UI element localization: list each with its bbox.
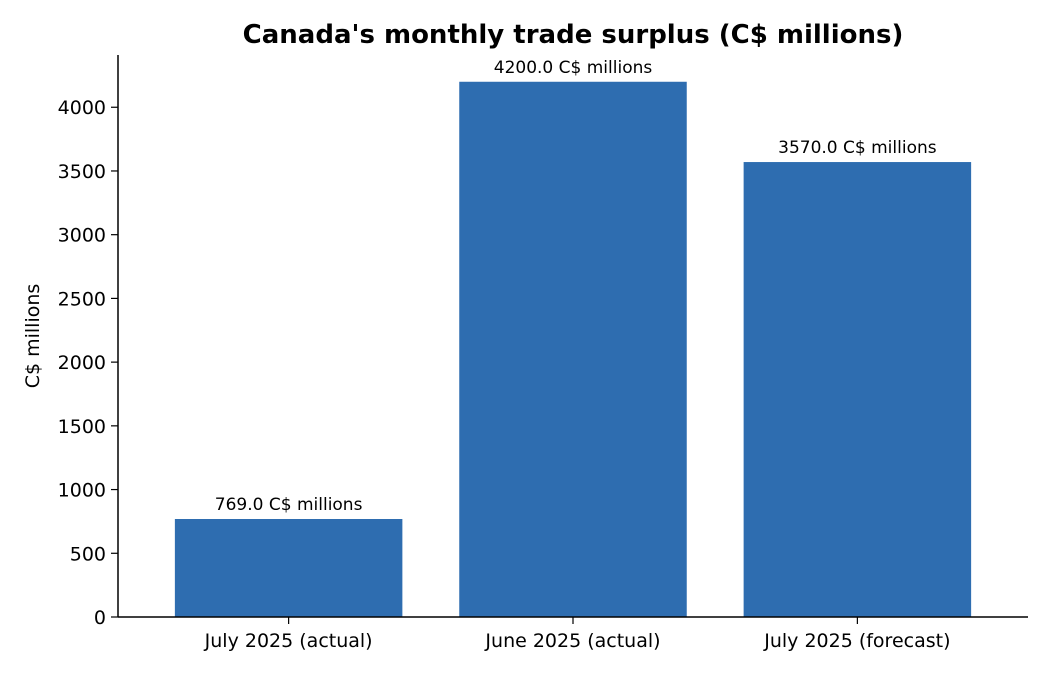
- bar: [459, 81, 687, 617]
- bar: [743, 162, 972, 618]
- y-tick-label: 500: [70, 543, 106, 565]
- y-tick-label: 0: [94, 607, 106, 629]
- y-tick-label: 3000: [58, 225, 106, 247]
- y-tick-label: 2500: [58, 288, 106, 310]
- bar-data-label: 3570.0 C$ millions: [778, 138, 937, 158]
- bar: [174, 519, 403, 617]
- y-tick-label: 2000: [58, 352, 106, 374]
- y-tick-label: 1000: [58, 480, 106, 502]
- x-tick-label: June 2025 (actual): [484, 630, 660, 652]
- y-axis-ticks: 0 500 1000 1500 2000 2500 3000 3500 4000: [58, 97, 118, 629]
- y-axis-label: C$ millions: [22, 284, 44, 389]
- bars-group: [174, 81, 972, 618]
- bar-data-label: 4200.0 C$ millions: [494, 58, 653, 78]
- chart-title: Canada's monthly trade surplus (C$ milli…: [243, 20, 904, 50]
- y-tick-label: 4000: [58, 97, 106, 119]
- bar-data-label: 769.0 C$ millions: [215, 495, 363, 515]
- data-labels-group: 769.0 C$ millions 4200.0 C$ millions 3570.…: [215, 58, 937, 515]
- y-tick-label: 1500: [58, 416, 106, 438]
- x-tick-label: July 2025 (actual): [204, 630, 373, 652]
- x-axis-ticks: July 2025 (actual) June 2025 (actual) July…: [204, 617, 951, 652]
- y-tick-label: 3500: [58, 161, 106, 183]
- x-tick-label: July 2025 (forecast): [763, 630, 950, 652]
